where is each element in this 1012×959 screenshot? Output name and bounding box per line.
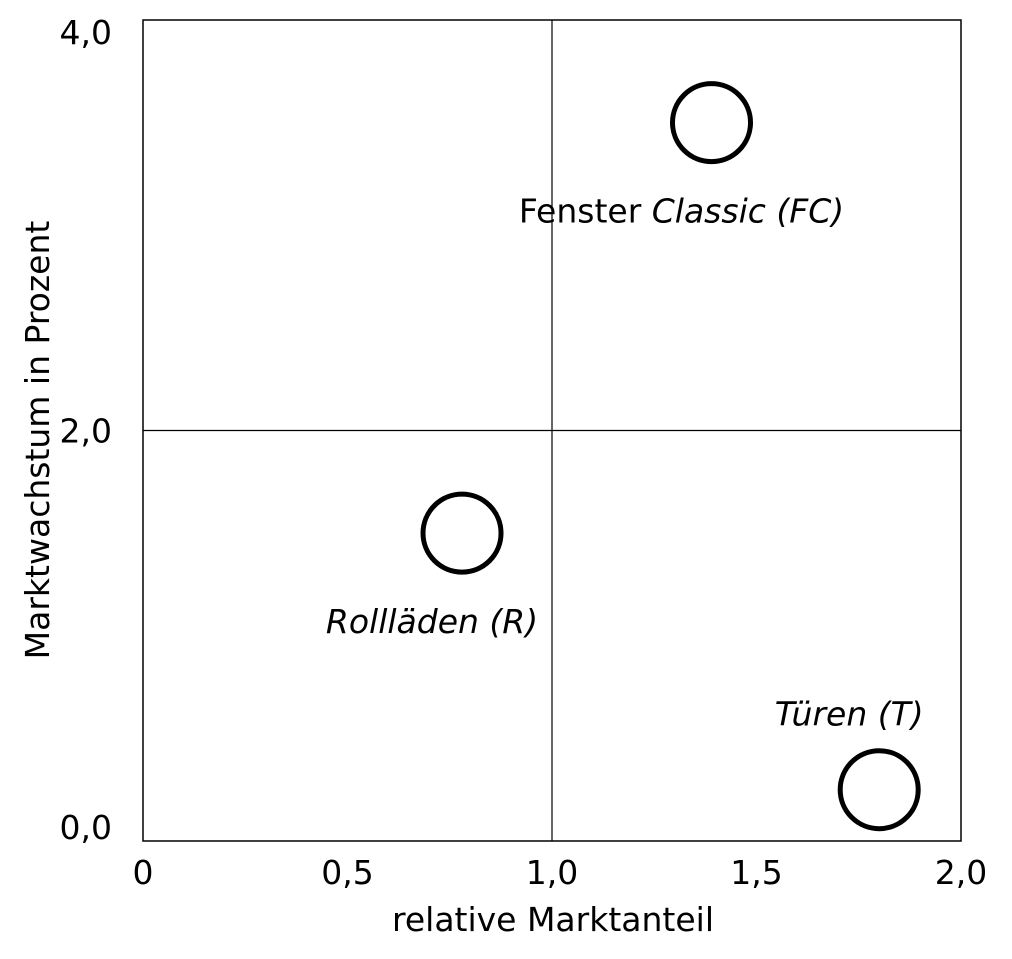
y-axis-label: Marktwachstum in Prozent bbox=[18, 221, 57, 660]
data-point-label: Rollläden (R) bbox=[326, 602, 538, 641]
y-tick-labels: 0,0 2,0 4,0 bbox=[60, 13, 112, 847]
x-axis-label: relative Marktanteil bbox=[392, 900, 714, 939]
x-tick-label: 2,0 bbox=[935, 853, 987, 892]
data-point-label-italic: Classic (FC) bbox=[652, 192, 844, 231]
x-tick-labels: 0 0,5 1,0 1,5 2,0 bbox=[133, 853, 988, 892]
y-tick-label: 0,0 bbox=[60, 808, 112, 847]
data-point-label-plain: Fenster bbox=[519, 192, 652, 231]
data-points: Fenster Classic (FC) Rollläden (R) Türen (… bbox=[326, 81, 924, 832]
y-tick-label: 2,0 bbox=[60, 412, 112, 451]
y-tick-label: 4,0 bbox=[60, 13, 112, 52]
x-tick-label: 1,0 bbox=[526, 853, 578, 892]
x-tick-label: 0 bbox=[133, 853, 154, 892]
x-tick-label: 0,5 bbox=[321, 853, 373, 892]
data-point-marker bbox=[837, 748, 921, 832]
data-point-marker bbox=[420, 491, 504, 575]
data-point-marker bbox=[670, 81, 754, 165]
data-point-label: Türen (T) bbox=[775, 695, 924, 734]
data-point-label: Fenster Classic (FC) bbox=[519, 192, 844, 231]
data-point-label-italic: Türen (T) bbox=[775, 695, 924, 734]
data-point-label-italic: Rollläden (R) bbox=[326, 602, 538, 641]
x-tick-label: 1,5 bbox=[730, 853, 782, 892]
